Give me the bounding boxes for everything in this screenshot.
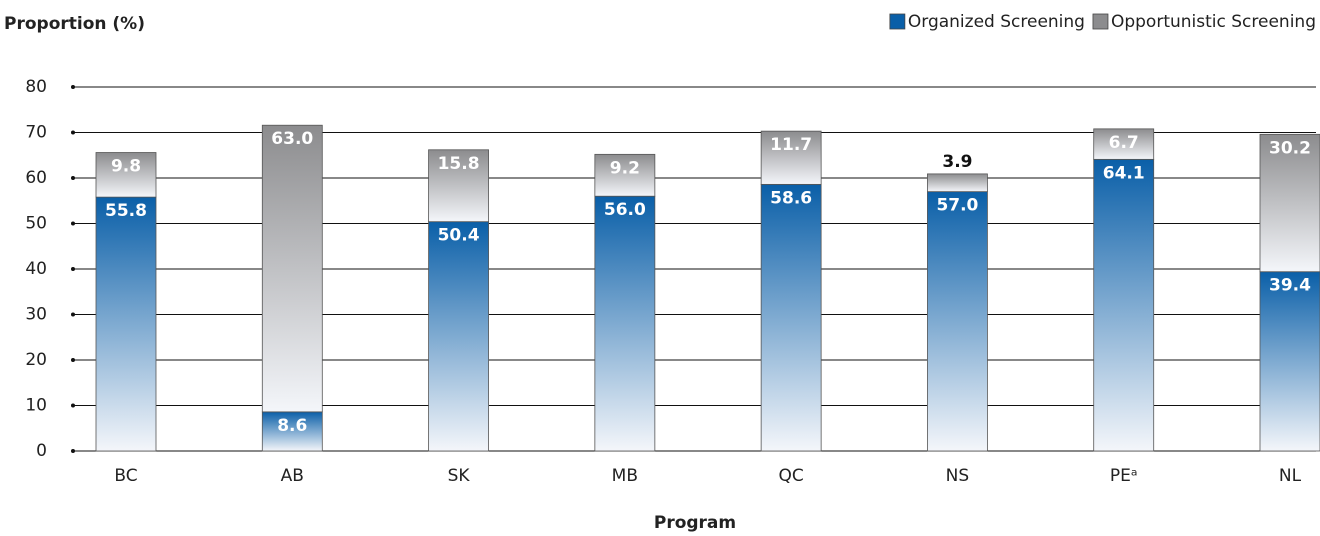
value-label: 64.1 <box>1103 163 1145 183</box>
bar-segment <box>95 196 157 452</box>
value-label: 58.6 <box>770 188 812 208</box>
y-tick-label: 60 <box>25 168 47 188</box>
bar-segment <box>1093 128 1155 160</box>
value-label: 8.6 <box>277 416 307 436</box>
value-label: 50.4 <box>438 226 480 246</box>
x-tick-label: MB <box>612 466 638 486</box>
x-tick-label: NS <box>946 466 970 486</box>
x-tick-label: AB <box>281 466 304 486</box>
value-label: 15.8 <box>438 154 480 174</box>
value-label: 11.7 <box>770 135 812 155</box>
bar-segment <box>1093 158 1155 452</box>
y-axis-title: Proportion (%) <box>4 14 145 34</box>
legend-swatch <box>889 13 906 30</box>
x-axis-title: Program <box>654 513 736 533</box>
y-tick-label: 30 <box>25 305 47 325</box>
bar-segment <box>760 130 822 185</box>
value-label: 3.9 <box>942 152 972 172</box>
bar-segment <box>428 221 489 452</box>
x-tick-label: PEᵃ <box>1110 466 1138 486</box>
y-tick-label: 50 <box>25 214 47 234</box>
value-label: 39.4 <box>1269 276 1311 296</box>
bar-segment <box>95 152 157 198</box>
bar-segment <box>927 173 988 193</box>
tick-mark <box>71 358 75 362</box>
y-tick-label: 40 <box>25 259 47 279</box>
value-label: 63.0 <box>271 129 313 149</box>
value-label: 57.0 <box>936 196 978 216</box>
tick-mark <box>71 221 75 226</box>
y-tick-label: 10 <box>25 396 47 416</box>
value-label: 56.0 <box>604 200 646 220</box>
x-tick-label: NL <box>1279 466 1302 486</box>
x-tick-label: QC <box>779 466 804 486</box>
bar-segment <box>760 183 822 452</box>
bar-segment <box>1259 133 1320 273</box>
value-label: 9.8 <box>111 157 141 177</box>
value-label: 9.2 <box>610 158 640 178</box>
legend-label: Opportunistic Screening <box>1111 12 1316 32</box>
legend-label: Organized Screening <box>908 12 1085 32</box>
value-label: 55.8 <box>105 201 147 221</box>
x-tick-label: BC <box>114 466 137 486</box>
legend-swatch <box>1092 13 1109 30</box>
value-label: 30.2 <box>1269 138 1311 158</box>
y-tick-label: 70 <box>25 123 47 143</box>
tick-mark <box>71 85 75 89</box>
x-tick-label: SK <box>448 466 471 486</box>
bar-segment <box>261 124 323 413</box>
tick-mark <box>71 403 75 408</box>
bar-segment <box>594 153 656 197</box>
bar-segment <box>1259 271 1320 452</box>
bar-segment <box>927 191 988 452</box>
y-tick-label: 0 <box>36 441 47 461</box>
y-tick-label: 20 <box>25 350 47 370</box>
tick-mark <box>71 267 75 271</box>
bar-segment <box>594 195 656 452</box>
bar-segment <box>428 149 489 223</box>
value-label: 6.7 <box>1109 133 1139 153</box>
tick-mark <box>71 312 75 317</box>
tick-mark <box>71 176 75 180</box>
y-tick-label: 80 <box>25 77 47 97</box>
tick-mark <box>71 449 75 453</box>
bar-segment <box>261 411 323 452</box>
tick-mark <box>71 130 75 135</box>
